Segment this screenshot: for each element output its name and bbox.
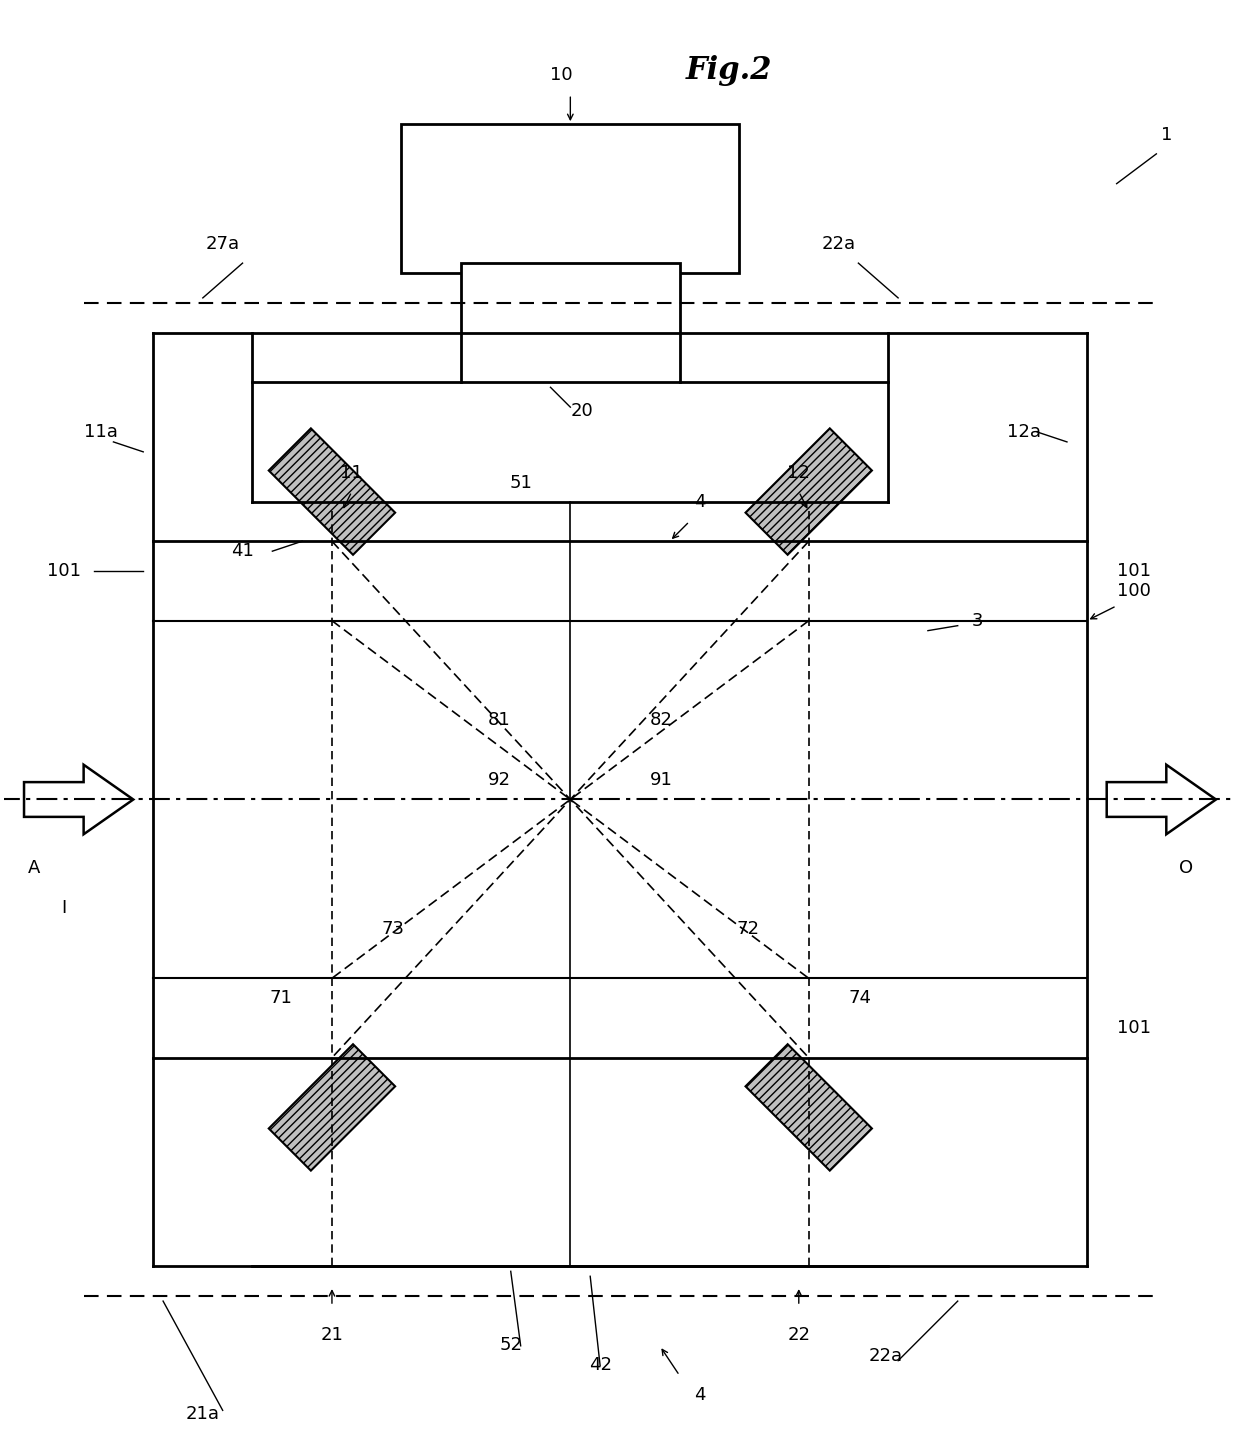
Text: 20: 20 <box>570 402 593 420</box>
Text: O: O <box>1179 858 1193 877</box>
Polygon shape <box>745 428 872 555</box>
Text: I: I <box>61 899 67 916</box>
Text: 22a: 22a <box>868 1347 903 1364</box>
FancyArrow shape <box>1107 764 1216 834</box>
Bar <box>402 125 739 273</box>
Text: 74: 74 <box>848 989 872 1008</box>
Text: A: A <box>27 858 40 877</box>
Text: 72: 72 <box>737 919 759 938</box>
Text: Fig.2: Fig.2 <box>686 55 773 86</box>
Text: 4: 4 <box>693 493 706 512</box>
Text: 11a: 11a <box>83 423 118 441</box>
Text: 22a: 22a <box>821 235 856 254</box>
Text: 21: 21 <box>320 1325 343 1344</box>
Text: 101: 101 <box>1117 563 1151 580</box>
Text: 51: 51 <box>510 474 532 492</box>
Text: 10: 10 <box>551 67 573 84</box>
Text: 71: 71 <box>269 989 293 1008</box>
Text: 3: 3 <box>972 612 983 629</box>
Bar <box>461 262 680 383</box>
Text: 100: 100 <box>1117 581 1151 600</box>
Text: 101: 101 <box>1117 1019 1151 1037</box>
Polygon shape <box>745 1044 872 1170</box>
Text: 22: 22 <box>787 1325 810 1344</box>
Text: 1: 1 <box>1161 126 1172 144</box>
Text: 91: 91 <box>650 770 672 789</box>
Polygon shape <box>269 1044 396 1170</box>
Text: 21a: 21a <box>186 1405 219 1424</box>
Text: 4: 4 <box>693 1386 706 1404</box>
Text: 52: 52 <box>500 1335 522 1354</box>
Text: 101: 101 <box>47 563 81 580</box>
Text: 11: 11 <box>341 464 363 481</box>
Text: 42: 42 <box>589 1356 611 1373</box>
Text: 92: 92 <box>487 770 511 789</box>
FancyArrow shape <box>24 764 133 834</box>
Polygon shape <box>269 428 396 555</box>
Text: 27a: 27a <box>206 235 239 254</box>
Text: 41: 41 <box>231 542 254 560</box>
Text: 12a: 12a <box>1007 423 1042 441</box>
Text: 82: 82 <box>650 710 672 729</box>
Text: 73: 73 <box>382 919 404 938</box>
Text: 12: 12 <box>787 464 810 481</box>
Text: 81: 81 <box>489 710 511 729</box>
